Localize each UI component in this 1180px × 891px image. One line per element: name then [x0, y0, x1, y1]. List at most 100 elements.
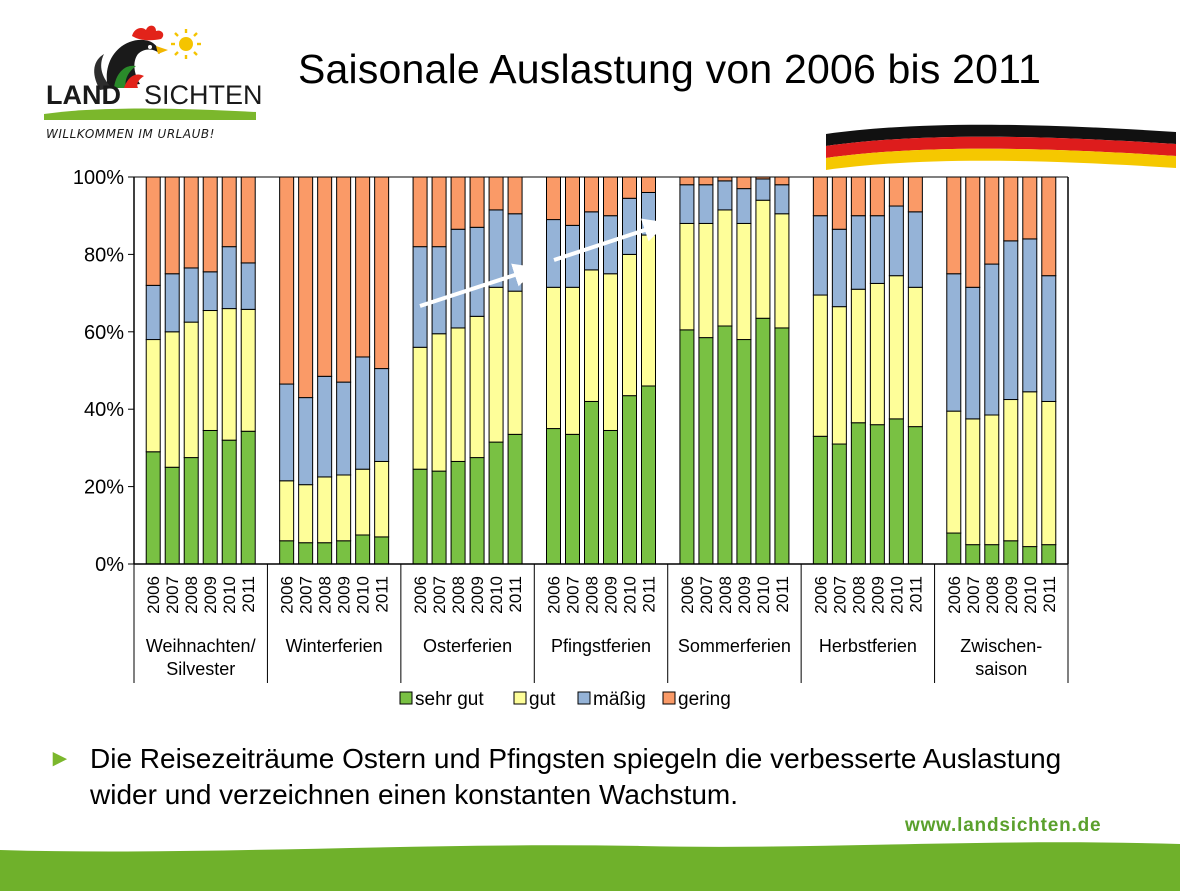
- bar-segment-sehr_gut: [584, 400, 599, 565]
- bar-segment-gut: [374, 460, 390, 538]
- group-label: saison: [975, 659, 1027, 679]
- bar-segment-gering: [869, 176, 885, 217]
- bar-segment-sehr_gut: [679, 329, 695, 565]
- bar-segment-sehr_gut: [374, 536, 390, 565]
- year-label: 2006: [811, 576, 830, 614]
- legend-swatch: [513, 691, 527, 705]
- year-label: 2009: [868, 576, 887, 614]
- bar-segment-maessig: [946, 273, 962, 412]
- bar-segment-sehr_gut: [565, 433, 580, 565]
- bar-segment-gut: [355, 468, 371, 536]
- bar-segment-gut: [279, 480, 295, 542]
- bar-segment-gering: [355, 176, 371, 358]
- bar-segment-gut: [1041, 400, 1057, 546]
- bar-segment-maessig: [584, 211, 599, 271]
- bar-segment-gut: [622, 253, 637, 397]
- bar-segment-gering: [336, 176, 352, 383]
- bar-segment-gut: [831, 306, 847, 445]
- bar-segment-gut: [603, 273, 618, 431]
- bar-segment-gering: [831, 176, 847, 230]
- bar-segment-gering: [717, 176, 733, 182]
- bar-segment-gut: [450, 327, 466, 462]
- y-tick-label: 100%: [73, 167, 124, 189]
- y-tick-label: 20%: [84, 477, 124, 499]
- bar-segment-sehr_gut: [831, 443, 847, 565]
- year-label: 2006: [411, 576, 430, 614]
- year-label: 2009: [735, 576, 754, 614]
- bar-segment-gut: [240, 308, 256, 432]
- bar-segment-sehr_gut: [1041, 544, 1057, 565]
- bar-segment-gering: [164, 176, 180, 275]
- bar-segment-sehr_gut: [888, 418, 904, 565]
- group-label: Osterferien: [423, 636, 512, 656]
- bar-segment-sehr_gut: [717, 325, 733, 565]
- year-label: 2010: [621, 576, 640, 614]
- bar-segment-maessig: [240, 262, 256, 310]
- bar-segment-sehr_gut: [946, 532, 962, 565]
- bar-segment-gering: [202, 176, 218, 273]
- year-label: 2007: [430, 576, 449, 614]
- bar-segment-gut: [183, 321, 199, 459]
- page-title: Saisonale Auslastung von 2006 bis 2011: [298, 46, 1042, 92]
- bar-segment-sehr_gut: [317, 542, 333, 565]
- bar-segment-sehr_gut: [507, 433, 523, 565]
- group-label: Winterferien: [286, 636, 383, 656]
- trend-arrow: [419, 263, 538, 308]
- bar-segment-sehr_gut: [755, 317, 771, 565]
- bar-segment-gering: [412, 176, 428, 248]
- year-label: 2010: [1021, 576, 1040, 614]
- bar-segment-sehr_gut: [812, 435, 828, 565]
- group-label: Herbstferien: [819, 636, 917, 656]
- bar-segment-gut: [431, 333, 447, 472]
- bar-segment-gut: [812, 294, 828, 437]
- y-tick-label: 60%: [84, 322, 124, 344]
- bar-segment-gut: [202, 310, 218, 431]
- bar-segment-gut: [565, 286, 580, 435]
- year-label: 2006: [678, 576, 697, 614]
- bar-segment-gering: [546, 176, 561, 221]
- bar-segment-gut: [336, 474, 352, 542]
- bar-segment-gut: [488, 286, 504, 443]
- bar-segment-gut: [850, 288, 866, 424]
- year-label: 2007: [830, 576, 849, 614]
- bar-segment-gering: [565, 176, 580, 226]
- german-flag-ribbon: [826, 124, 1176, 170]
- bar-segment-sehr_gut: [355, 534, 371, 565]
- year-label: 2007: [964, 576, 983, 614]
- bar-segment-gut: [736, 222, 752, 341]
- bar-segment-gering: [984, 176, 1000, 265]
- website-url[interactable]: www.landsichten.de: [905, 815, 1102, 836]
- bar-segment-gering: [431, 176, 447, 248]
- bar-segment-maessig: [202, 271, 218, 312]
- bar-segment-maessig: [850, 215, 866, 290]
- bar-segment-gering: [622, 176, 637, 199]
- bar-segment-gut: [507, 290, 523, 435]
- bar-segment-gut: [717, 209, 733, 327]
- group-label: Weihnachten/: [146, 636, 256, 656]
- bullet-arrow-icon: ►: [48, 745, 72, 772]
- bar-segment-maessig: [1003, 240, 1019, 401]
- year-label: 2006: [144, 576, 163, 614]
- bar-segment-sehr_gut: [183, 457, 199, 565]
- year-label: 2006: [945, 576, 964, 614]
- bar-segment-maessig: [869, 215, 885, 284]
- bar-segment-gut: [164, 331, 180, 468]
- bar-segment-sehr_gut: [469, 457, 485, 565]
- bar-segment-gering: [374, 176, 390, 370]
- bar-segment-sehr_gut: [984, 544, 1000, 565]
- bar-segment-maessig: [412, 246, 428, 348]
- bar-segment-sehr_gut: [965, 544, 981, 565]
- bar-segment-maessig: [888, 205, 904, 277]
- bar-segment-sehr_gut: [907, 426, 923, 565]
- year-label: 2008: [849, 576, 868, 614]
- bar-segment-gut: [412, 346, 428, 470]
- bar-segment-gut: [869, 282, 885, 426]
- bar-segment-gering: [183, 176, 199, 269]
- bar-segment-sehr_gut: [336, 540, 352, 565]
- year-label: 2006: [278, 576, 297, 614]
- bar-segment-gering: [965, 176, 981, 288]
- bar-segment-maessig: [469, 226, 485, 317]
- bar-segment-maessig: [374, 368, 390, 462]
- bar-segment-gut: [946, 410, 962, 534]
- bar-segment-gering: [698, 176, 714, 186]
